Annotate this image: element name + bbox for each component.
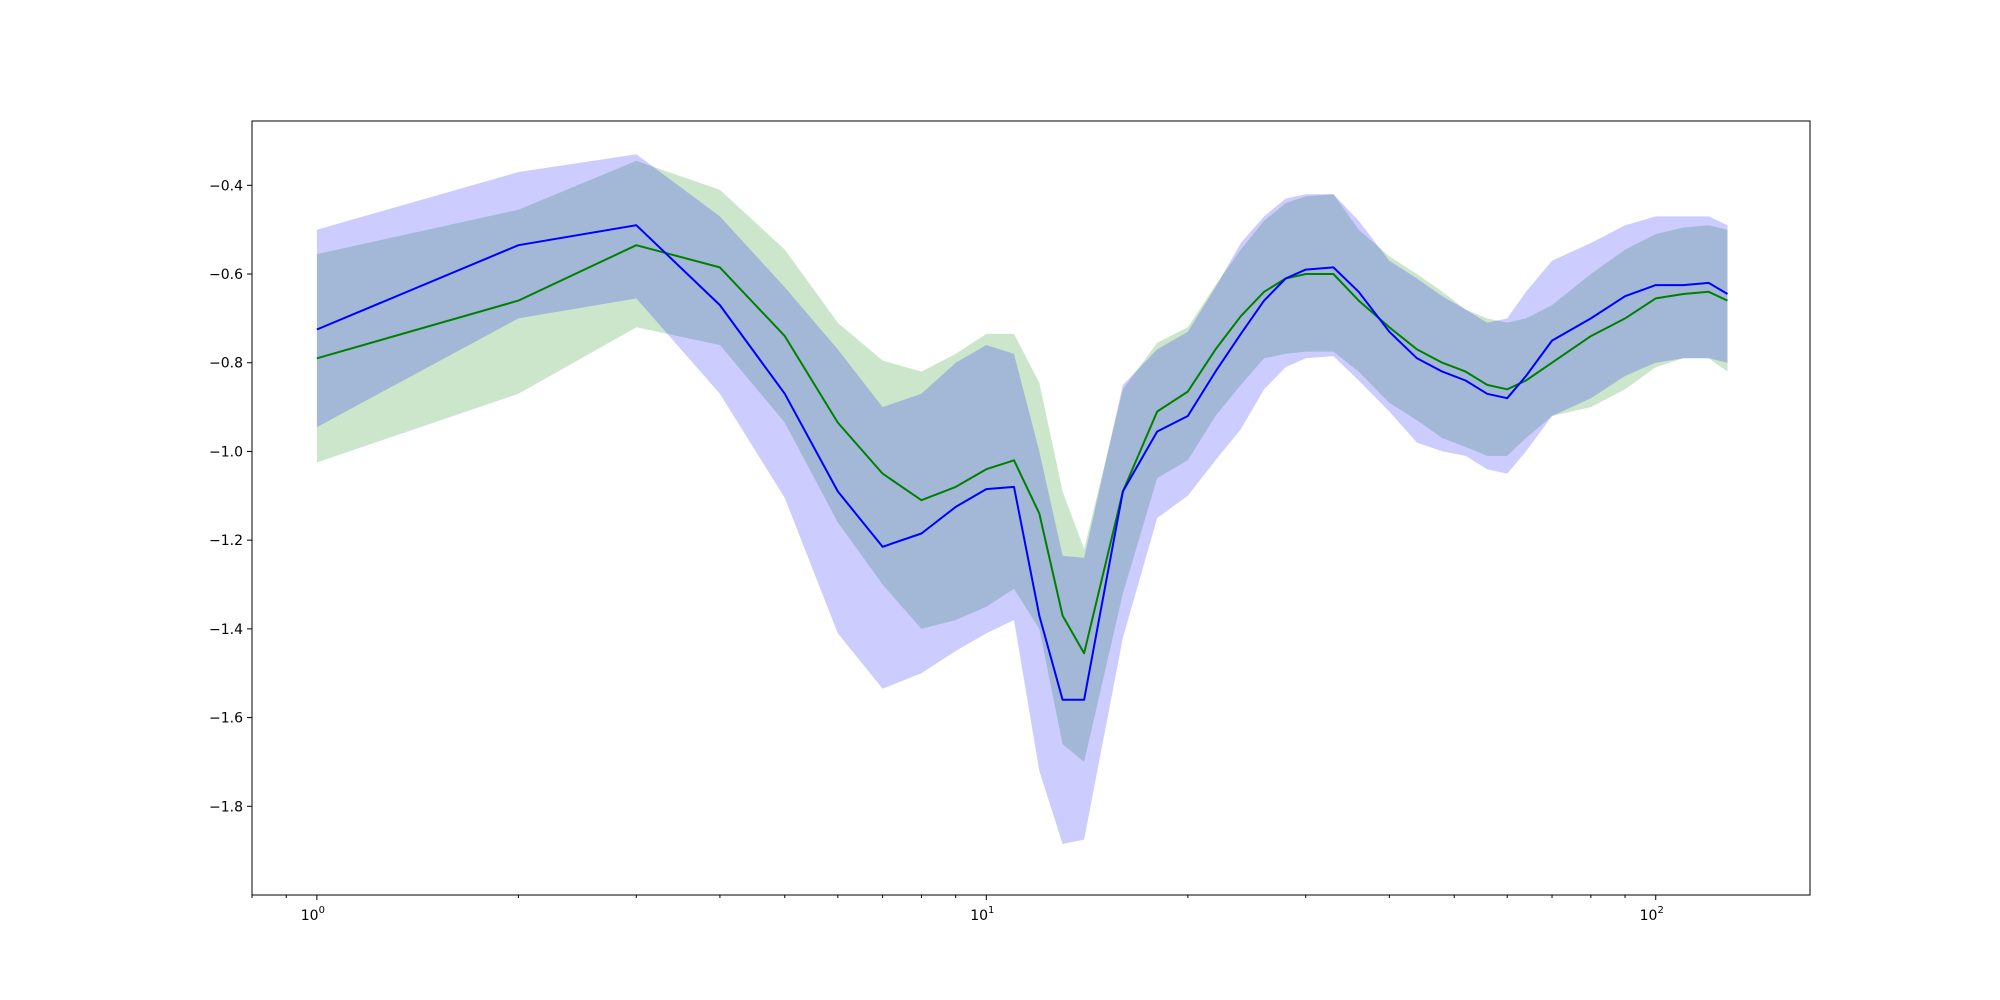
y-axis: −0.4 −0.6 −0.8 −1.0 −1.2 −1.4 −1.6 −1.8: [209, 178, 252, 815]
line-green: [316, 244, 1728, 655]
y-tick-label: −0.6: [209, 267, 243, 283]
y-tick-label: −1.2: [209, 533, 243, 549]
x-axis: 100 101 102: [251, 895, 1664, 924]
plot-frame: [251, 120, 1811, 896]
y-tick-label: −1.6: [209, 711, 243, 727]
line-blue: [316, 224, 1729, 701]
y-tick-label: −0.4: [209, 178, 243, 194]
x-tick-label: 101: [970, 905, 994, 924]
series-lines: [316, 224, 1729, 701]
y-tick-label: −1.0: [209, 444, 243, 460]
confidence-bands: [316, 154, 1728, 845]
y-tick-label: −1.8: [209, 799, 243, 815]
band-blue: [316, 154, 1728, 845]
x-tick-label: 100: [301, 905, 325, 924]
y-tick-label: −1.4: [209, 622, 243, 638]
band-green: [316, 160, 1728, 762]
y-tick-label: −0.8: [209, 356, 243, 372]
x-tick-label: 102: [1640, 905, 1664, 924]
